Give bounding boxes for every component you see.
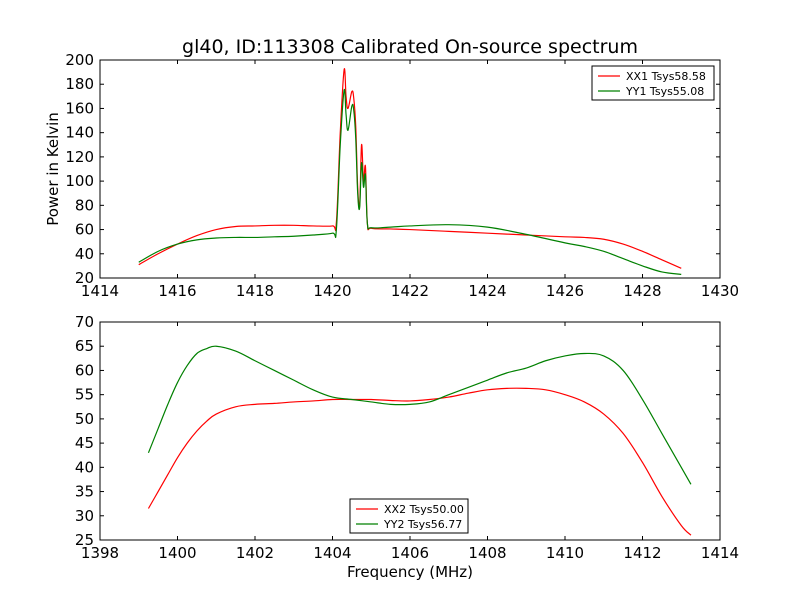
- legend-label: YY1 Tsys55.08: [625, 85, 704, 98]
- y-tick-label: 70: [75, 313, 94, 331]
- x-tick-label: 1408: [468, 544, 506, 562]
- y-tick-label: 30: [75, 507, 94, 525]
- y-tick-label: 100: [65, 172, 94, 190]
- y-tick-label: 200: [65, 51, 94, 69]
- x-tick-label: 1398: [81, 544, 119, 562]
- legend-label: YY2 Tsys56.77: [383, 518, 462, 531]
- x-tick-label: 1416: [158, 282, 196, 300]
- x-tick-label: 1422: [391, 282, 429, 300]
- series-line-yy2: [147, 345, 692, 485]
- x-tick-label: 1404: [313, 544, 351, 562]
- series-line-yy1: [138, 88, 682, 275]
- y-axis-label: Power in Kelvin: [44, 112, 62, 226]
- y-tick-label: 45: [75, 434, 94, 452]
- y-tick-label: 20: [75, 269, 94, 287]
- y-tick-label: 50: [75, 410, 94, 428]
- y-tick-label: 40: [75, 458, 94, 476]
- y-tick-label: 40: [75, 245, 94, 263]
- x-tick-label: 1430: [701, 282, 739, 300]
- y-tick-label: 60: [75, 361, 94, 379]
- x-tick-label: 1400: [158, 544, 196, 562]
- legend-box: [591, 65, 715, 101]
- y-tick-label: 25: [75, 531, 94, 549]
- x-tick-label: 1406: [391, 544, 429, 562]
- legend-label: XX1 Tsys58.58: [626, 70, 706, 83]
- y-tick-label: 120: [65, 148, 94, 166]
- x-tick-label: 1414: [81, 282, 119, 300]
- x-tick-label: 1420: [313, 282, 351, 300]
- x-tick-label: 1426: [546, 282, 584, 300]
- x-tick-label: 1402: [236, 544, 274, 562]
- x-tick-label: 1424: [468, 282, 506, 300]
- legend-box: [349, 498, 469, 534]
- y-tick-label: 55: [75, 386, 94, 404]
- legend: XX2 Tsys50.00 YY2 Tsys56.77: [349, 498, 469, 534]
- x-tick-label: 1410: [546, 544, 584, 562]
- legend-label: XX2 Tsys50.00: [384, 503, 464, 516]
- x-tick-label: 1428: [623, 282, 661, 300]
- y-tick-label: 140: [65, 124, 94, 142]
- y-tick-label: 65: [75, 337, 94, 355]
- x-tick-label: 1412: [623, 544, 661, 562]
- top-subplot: 1414 1416 1418 1420 1422 1424 1426 1428 1430 20 40…: [65, 51, 739, 300]
- y-tick-label: 35: [75, 483, 94, 501]
- y-tick-label: 180: [65, 75, 94, 93]
- x-tick-label: 1418: [236, 282, 274, 300]
- series-line-xx2: [147, 387, 692, 536]
- legend: XX1 Tsys58.58 YY1 Tsys55.08: [591, 65, 715, 101]
- y-tick-label: 160: [65, 99, 94, 117]
- x-axis-label: Frequency (MHz): [347, 563, 473, 581]
- bottom-subplot: 1398 1400 1402 1404 1406 1408 1410 1412 1414 25 30…: [75, 313, 739, 562]
- x-tick-label: 1414: [701, 544, 739, 562]
- chart-title: gl40, ID:113308 Calibrated On-source spe…: [182, 36, 638, 58]
- y-tick-label: 60: [75, 221, 94, 239]
- y-tick-label: 80: [75, 196, 94, 214]
